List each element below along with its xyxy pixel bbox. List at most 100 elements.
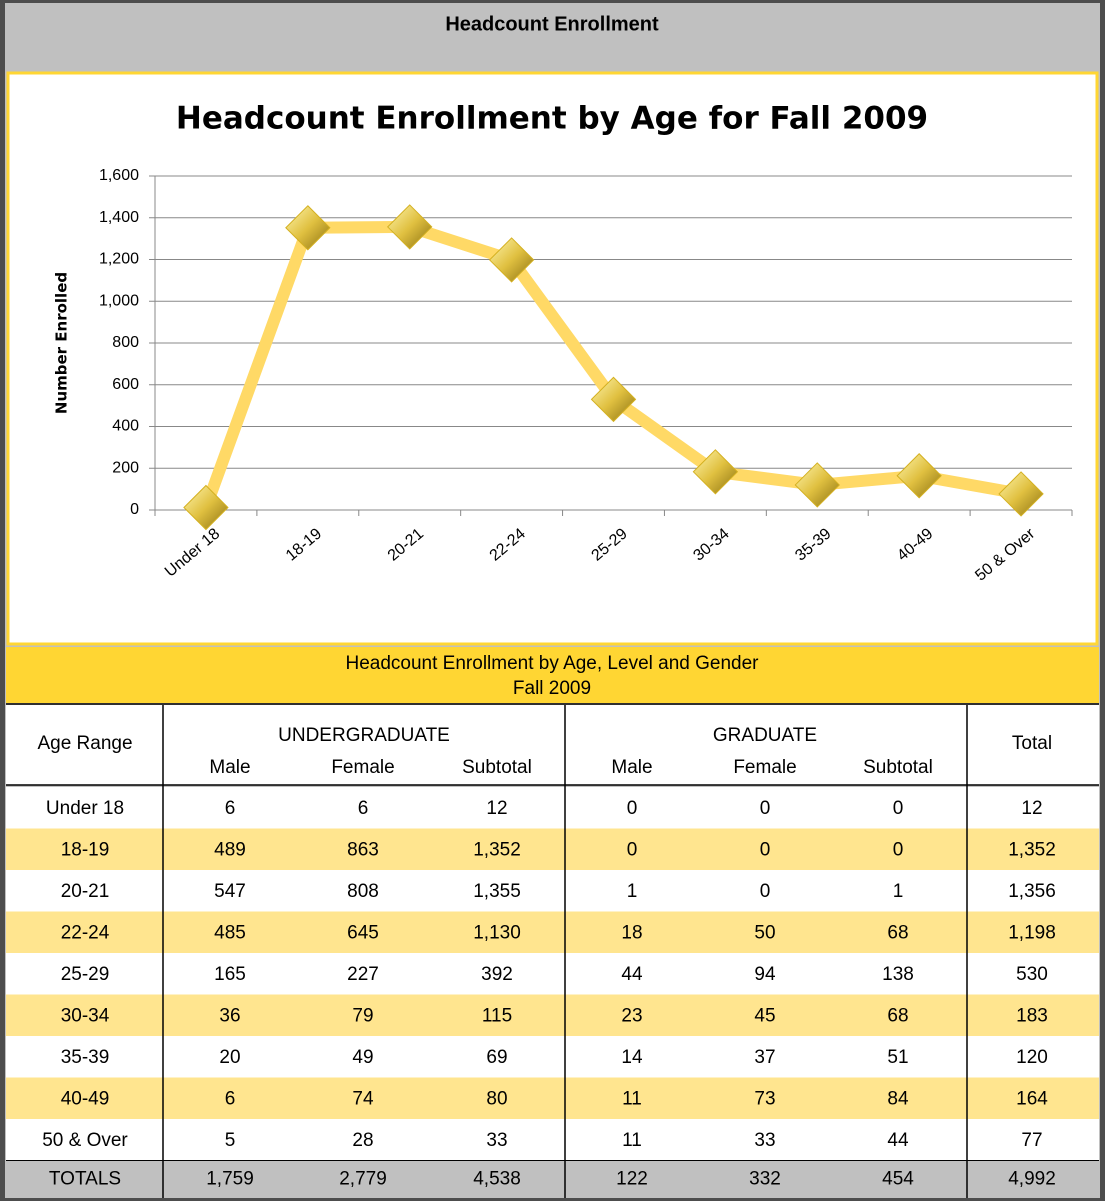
cell: 1,356	[1008, 881, 1056, 902]
cell: 120	[1016, 1047, 1048, 1068]
cell: 33	[486, 1130, 507, 1151]
y-tick-label: 800	[112, 334, 139, 351]
sub-header: Subtotal	[462, 757, 532, 778]
marker	[794, 462, 840, 508]
cell: 2,779	[339, 1169, 387, 1190]
marker	[692, 449, 739, 495]
cell: 1,352	[473, 840, 521, 861]
cell: 0	[893, 798, 904, 819]
chart-area	[6, 71, 1099, 646]
table-row	[6, 787, 1099, 829]
cell: 36	[219, 1006, 240, 1027]
cell: 1	[627, 881, 638, 902]
cell: 6	[225, 798, 236, 819]
y-tick-label: 400	[112, 418, 139, 435]
cell: 80	[486, 1089, 507, 1110]
sub-header: Female	[733, 757, 796, 778]
cell: 45	[754, 1006, 775, 1027]
cell: 1	[893, 881, 904, 902]
cell: 14	[621, 1047, 643, 1068]
cell: 332	[749, 1169, 781, 1190]
cell: 22-24	[61, 923, 110, 944]
cell: 18-19	[61, 840, 110, 861]
marker	[183, 484, 229, 531]
marker	[590, 376, 637, 423]
cell: 94	[754, 964, 776, 985]
cell: 863	[347, 840, 379, 861]
marker	[285, 205, 331, 251]
table-row	[6, 994, 1099, 1036]
cell: 5	[225, 1130, 236, 1151]
cell: 1,198	[1008, 923, 1056, 944]
cell: 547	[214, 881, 246, 902]
cell: 227	[347, 964, 379, 985]
cell: 6	[225, 1089, 236, 1110]
cell: 12	[486, 798, 507, 819]
cell: 165	[214, 964, 246, 985]
cell: 20-21	[61, 881, 110, 902]
cell: TOTALS	[49, 1169, 121, 1190]
sub-header: Male	[209, 757, 250, 778]
cell: 23	[621, 1006, 642, 1027]
y-tick-label: 1,200	[99, 251, 139, 268]
cell: 1,352	[1008, 840, 1056, 861]
cell: 33	[754, 1130, 775, 1151]
table-subtitle: Fall 2009	[513, 678, 591, 699]
cell: 1,355	[473, 881, 521, 902]
table-row	[6, 911, 1099, 953]
col-header: Total	[1012, 733, 1052, 754]
cell: 808	[347, 881, 379, 902]
chart-title: Headcount Enrollment by Age for Fall 200…	[176, 101, 928, 137]
cell: 77	[1021, 1130, 1042, 1151]
cell: 49	[352, 1047, 373, 1068]
cell: 6	[358, 798, 369, 819]
cell: 84	[887, 1089, 909, 1110]
marker	[488, 237, 535, 283]
y-tick-label: 0	[130, 501, 139, 518]
cell: 40-49	[61, 1089, 110, 1110]
marker	[896, 453, 942, 499]
cell: 0	[760, 798, 771, 819]
table-row	[6, 828, 1099, 870]
y-axis-label: Number Enrolled	[53, 272, 71, 414]
cell: 11	[622, 1130, 642, 1151]
cell: 489	[214, 840, 246, 861]
cell: 50	[754, 923, 775, 944]
cell: Under 18	[46, 798, 124, 819]
cell: 454	[882, 1169, 914, 1190]
cell: 115	[482, 1006, 512, 1027]
cell: 68	[887, 923, 908, 944]
cell: 138	[882, 964, 914, 985]
cell: 392	[481, 964, 513, 985]
y-tick-label: 1,600	[99, 167, 139, 184]
marker	[998, 471, 1044, 517]
sub-header: Male	[611, 757, 652, 778]
header-title: Headcount Enrollment	[445, 13, 659, 35]
cell: 1,130	[473, 923, 521, 944]
cell: 30-34	[61, 1006, 110, 1027]
cell: 50 & Over	[42, 1130, 128, 1151]
cell: 164	[1016, 1089, 1048, 1110]
cell: 44	[887, 1130, 909, 1151]
sub-header: Subtotal	[863, 757, 933, 778]
cell: 0	[760, 881, 771, 902]
cell: 25-29	[61, 964, 110, 985]
cell: 35-39	[61, 1047, 110, 1068]
cell: 530	[1016, 964, 1048, 985]
y-tick-label: 1,400	[99, 209, 139, 226]
cell: 0	[627, 840, 638, 861]
sub-header: Female	[331, 757, 394, 778]
y-tick-label: 1,000	[99, 292, 139, 309]
cell: 73	[754, 1089, 775, 1110]
table-title-band	[6, 647, 1099, 703]
cell: 18	[621, 923, 642, 944]
cell: 0	[760, 840, 771, 861]
cell: 11	[622, 1089, 642, 1110]
cell: 0	[893, 840, 904, 861]
cell: 0	[627, 798, 638, 819]
cell: 20	[219, 1047, 240, 1068]
cell: 12	[1021, 798, 1042, 819]
marker	[387, 204, 433, 250]
cell: 74	[352, 1089, 374, 1110]
